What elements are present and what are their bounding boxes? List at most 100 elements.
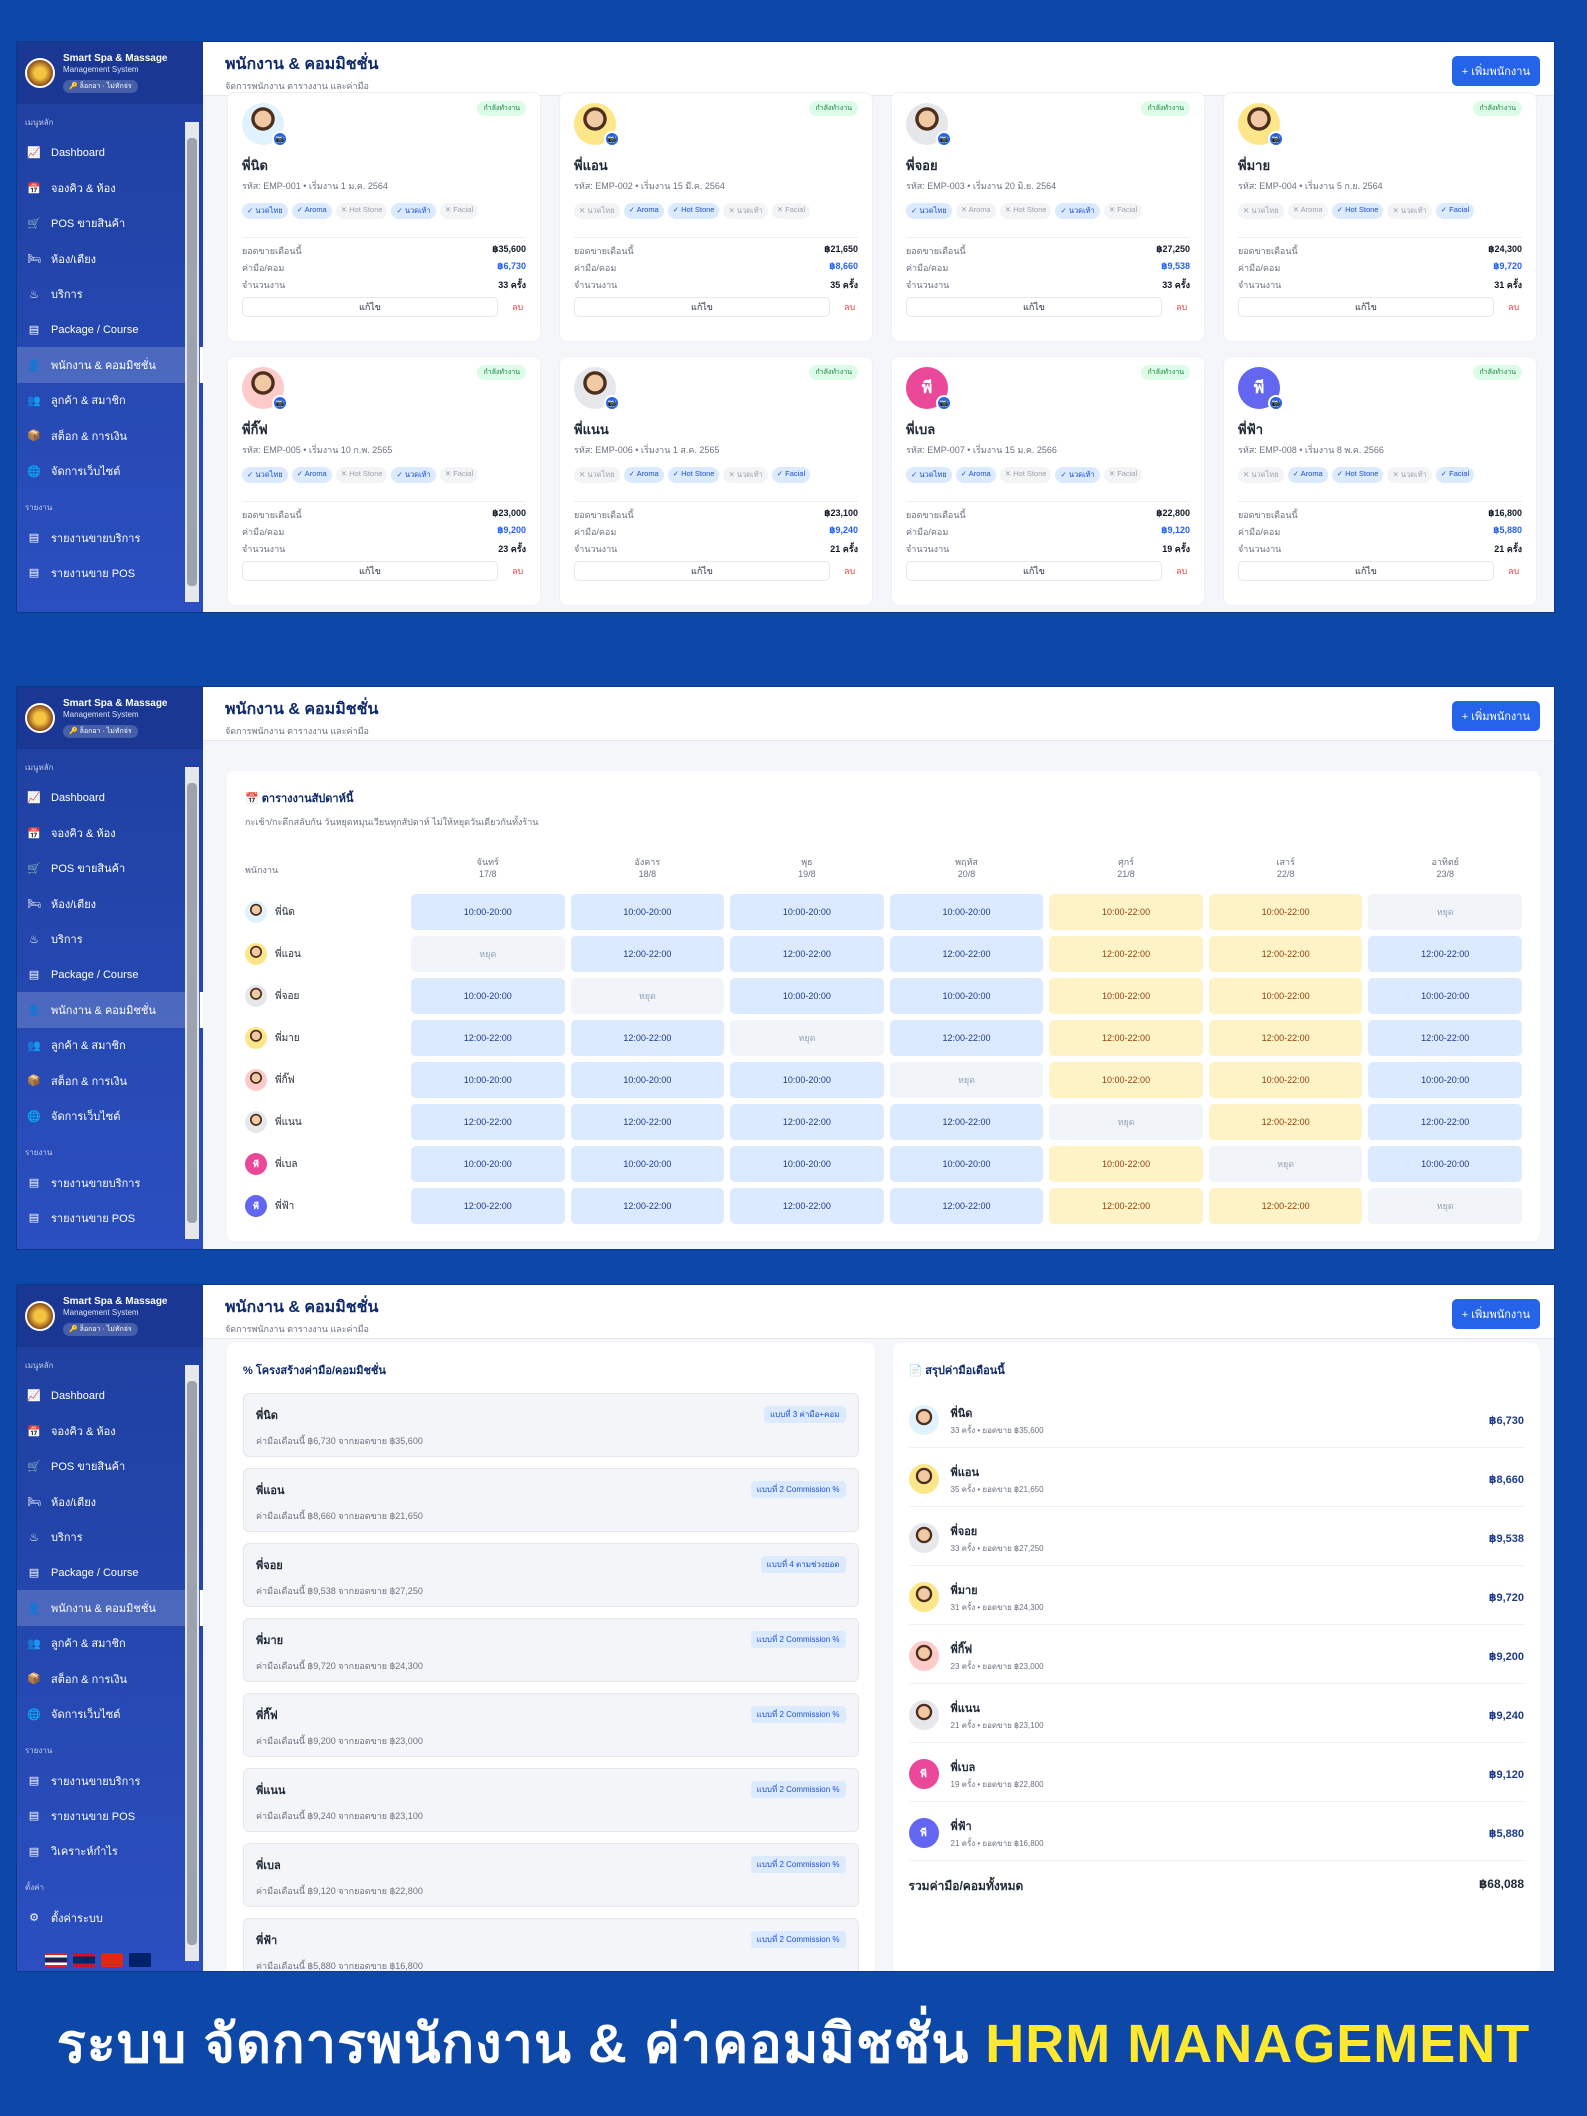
shift-cell[interactable]: 10:00-20:00 (1368, 1146, 1522, 1182)
delete-button[interactable]: ลบ (844, 566, 856, 576)
camera-icon[interactable]: 📷 (272, 131, 288, 147)
shift-cell[interactable]: 12:00-22:00 (1208, 1020, 1363, 1056)
shift-cell[interactable]: หยุด (570, 978, 725, 1014)
shift-cell[interactable]: 12:00-22:00 (1049, 936, 1203, 972)
scroll-thumb[interactable] (187, 1381, 197, 1945)
sidebar-item-0[interactable]: 📈 Dashboard (17, 135, 203, 170)
shift-cell[interactable]: 10:00-20:00 (889, 1146, 1044, 1182)
shift-cell[interactable]: 10:00-20:00 (1368, 1062, 1522, 1098)
delete-button[interactable]: ลบ (512, 566, 524, 576)
shift-cell[interactable]: 10:00-20:00 (730, 1146, 884, 1182)
commission-item[interactable]: พี่มาย ค่ามือเดือนนี้ ฿9,720 จากยอดขาย ฿… (243, 1618, 859, 1682)
sidebar-item-6[interactable]: 👤 พนักงาน & คอมมิชชั่น (17, 992, 203, 1028)
shift-cell[interactable]: 12:00-22:00 (1208, 936, 1363, 972)
shift-cell[interactable]: 10:00-20:00 (889, 894, 1044, 930)
delete-button[interactable]: ลบ (1176, 566, 1188, 576)
shift-cell[interactable]: 12:00-22:00 (1208, 1188, 1363, 1224)
shift-cell[interactable]: 12:00-22:00 (889, 936, 1044, 972)
shift-cell[interactable]: 12:00-22:00 (1208, 1104, 1363, 1140)
shift-cell[interactable]: หยุด (730, 1020, 884, 1056)
shift-cell[interactable]: 12:00-22:00 (889, 1020, 1044, 1056)
sidebar-item-8[interactable]: 📦 สต็อก & การเงิน (17, 418, 203, 453)
sidebar-item-8[interactable]: 📦 สต็อก & การเงิน (17, 1063, 203, 1098)
shift-cell[interactable]: 10:00-22:00 (1208, 978, 1363, 1014)
flag-en-icon[interactable] (129, 1953, 151, 1967)
edit-button[interactable]: แก้ไข (1238, 561, 1494, 581)
sidebar-item-1[interactable]: 📅 จองคิว & ห้อง (17, 1413, 203, 1448)
camera-icon[interactable]: 📷 (1268, 395, 1284, 411)
shift-cell[interactable]: 12:00-22:00 (1049, 1020, 1203, 1056)
add-employee-button[interactable]: + เพิ่มพนักงาน (1451, 701, 1540, 731)
shift-cell[interactable]: หยุด (1368, 1188, 1522, 1224)
shift-cell[interactable]: หยุด (1208, 1146, 1363, 1182)
sidebar-settings[interactable]: ⚙ ตั้งค่าระบบ (17, 1900, 203, 1935)
flag-th-icon[interactable] (45, 1953, 67, 1967)
shift-cell[interactable]: หยุด (1049, 1104, 1203, 1140)
delete-button[interactable]: ลบ (1508, 566, 1520, 576)
sidebar-item-1[interactable]: 📅 จองคิว & ห้อง (17, 815, 203, 850)
sidebar-item-2[interactable]: 🛒 POS ขายสินค้า (17, 206, 203, 241)
sidebar-item-6[interactable]: 👤 พนักงาน & คอมมิชชั่น (17, 347, 203, 383)
shift-cell[interactable]: 10:00-20:00 (1368, 978, 1522, 1014)
sidebar-item-3[interactable]: 🛏 ห้อง/เตียง (17, 241, 203, 276)
shift-cell[interactable]: 12:00-22:00 (730, 1188, 884, 1224)
commission-item[interactable]: พี่กิ๊ฟ ค่ามือเดือนนี้ ฿9,200 จากยอดขาย … (243, 1693, 859, 1757)
sidebar-item-4[interactable]: ♨ บริการ (17, 277, 203, 312)
sidebar-scrollbar[interactable] (185, 1365, 199, 1961)
camera-icon[interactable]: 📷 (936, 131, 952, 147)
shift-cell[interactable]: 10:00-20:00 (570, 1062, 725, 1098)
shift-cell[interactable]: 10:00-20:00 (730, 894, 884, 930)
camera-icon[interactable]: 📷 (604, 395, 620, 411)
shift-cell[interactable]: 10:00-20:00 (411, 1146, 565, 1182)
sidebar-item-0[interactable]: 📈 Dashboard (17, 780, 203, 815)
shift-cell[interactable]: 12:00-22:00 (411, 1188, 565, 1224)
sidebar-report-1[interactable]: ▤ รายงานขาย POS (17, 555, 203, 590)
camera-icon[interactable]: 📷 (1268, 131, 1284, 147)
shift-cell[interactable]: 10:00-22:00 (1208, 1062, 1363, 1098)
sidebar-item-5[interactable]: ▤ Package / Course (17, 1555, 203, 1590)
shift-cell[interactable]: 12:00-22:00 (1049, 1188, 1203, 1224)
shift-cell[interactable]: 10:00-20:00 (730, 978, 884, 1014)
commission-item[interactable]: พี่แอน ค่ามือเดือนนี้ ฿8,660 จากยอดขาย ฿… (243, 1468, 859, 1532)
shift-cell[interactable]: 10:00-20:00 (411, 894, 565, 930)
shift-cell[interactable]: 10:00-20:00 (411, 1062, 565, 1098)
edit-button[interactable]: แก้ไข (574, 297, 830, 317)
sidebar-scrollbar[interactable] (185, 767, 199, 1239)
sidebar-item-5[interactable]: ▤ Package / Course (17, 312, 203, 347)
camera-icon[interactable]: 📷 (604, 131, 620, 147)
sidebar-item-9[interactable]: 🌐 จัดการเว็บไซต์ (17, 454, 203, 489)
commission-item[interactable]: พี่จอย ค่ามือเดือนนี้ ฿9,538 จากยอดขาย ฿… (243, 1543, 859, 1607)
shift-cell[interactable]: 12:00-22:00 (1368, 1020, 1522, 1056)
shift-cell[interactable]: 10:00-22:00 (1049, 1146, 1203, 1182)
flag-cn-icon[interactable] (101, 1953, 123, 1967)
edit-button[interactable]: แก้ไข (1238, 297, 1494, 317)
sidebar-report-1[interactable]: ▤ รายงานขาย POS (17, 1798, 203, 1833)
scroll-thumb[interactable] (187, 138, 197, 586)
shift-cell[interactable]: 10:00-22:00 (1049, 1062, 1203, 1098)
shift-cell[interactable]: 12:00-22:00 (889, 1188, 1044, 1224)
shift-cell[interactable]: 12:00-22:00 (1368, 1104, 1522, 1140)
camera-icon[interactable]: 📷 (272, 395, 288, 411)
shift-cell[interactable]: 12:00-22:00 (411, 1020, 565, 1056)
sidebar-item-7[interactable]: 👥 ลูกค้า & สมาชิก (17, 1626, 203, 1661)
edit-button[interactable]: แก้ไข (906, 297, 1162, 317)
shift-cell[interactable]: 10:00-22:00 (1208, 894, 1363, 930)
shift-cell[interactable]: หยุด (1368, 894, 1522, 930)
sidebar-item-1[interactable]: 📅 จองคิว & ห้อง (17, 170, 203, 205)
shift-cell[interactable]: 12:00-22:00 (889, 1104, 1044, 1140)
shift-cell[interactable]: 12:00-22:00 (1368, 936, 1522, 972)
delete-button[interactable]: ลบ (1176, 302, 1188, 312)
scroll-thumb[interactable] (187, 783, 197, 1223)
sidebar-item-6[interactable]: 👤 พนักงาน & คอมมิชชั่น (17, 1590, 203, 1626)
shift-cell[interactable]: 10:00-20:00 (889, 978, 1044, 1014)
sidebar-item-2[interactable]: 🛒 POS ขายสินค้า (17, 1449, 203, 1484)
sidebar-report-0[interactable]: ▤ รายงานขายบริการ (17, 1763, 203, 1798)
shift-cell[interactable]: 10:00-22:00 (1049, 978, 1203, 1014)
delete-button[interactable]: ลบ (844, 302, 856, 312)
shift-cell[interactable]: 10:00-20:00 (570, 894, 725, 930)
delete-button[interactable]: ลบ (512, 302, 524, 312)
sidebar-item-0[interactable]: 📈 Dashboard (17, 1378, 203, 1413)
shift-cell[interactable]: 10:00-20:00 (411, 978, 565, 1014)
edit-button[interactable]: แก้ไข (242, 297, 498, 317)
shift-cell[interactable]: 10:00-20:00 (570, 1146, 725, 1182)
